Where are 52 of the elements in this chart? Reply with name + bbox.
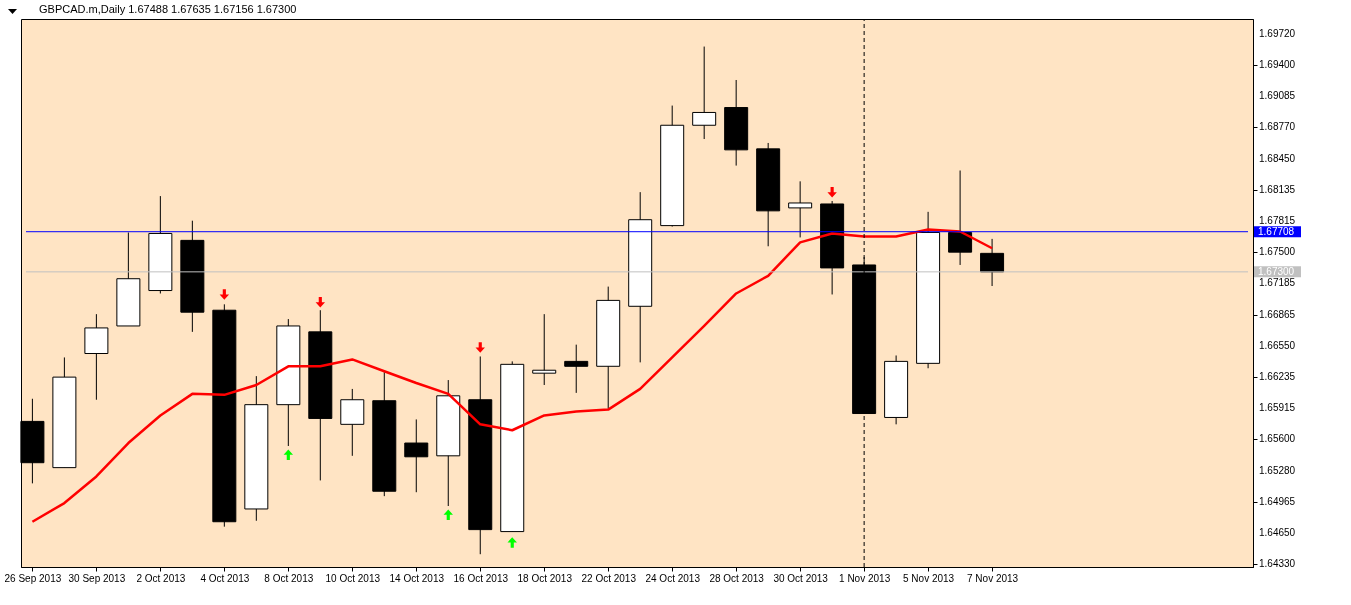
x-tick-label: 5 Nov 2013 [903, 572, 955, 584]
candlestick [948, 170, 973, 266]
x-tick-label: 10 Oct 2013 [325, 572, 381, 584]
y-tick-label: 1.69720 [1259, 27, 1296, 39]
candlestick [564, 344, 589, 394]
y-tick-label: 1.66235 [1259, 370, 1296, 382]
x-tick-label: 4 Oct 2013 [200, 572, 250, 584]
point [475, 342, 485, 353]
point [507, 537, 517, 548]
y-tick-label: 1.64650 [1259, 526, 1296, 538]
candlestick [788, 180, 813, 238]
candlestick [980, 238, 1005, 287]
point [315, 297, 326, 308]
chart-title: GBPCAD.m,Daily 1.67488 1.67635 1.67156 1.67300 [39, 2, 297, 15]
y-tick-label: 1.65915 [1259, 402, 1296, 414]
x-tick-label: 24 Oct 2013 [645, 572, 701, 584]
point [827, 186, 837, 198]
candlestick [692, 46, 717, 140]
y-tick-label: 1.69085 [1259, 90, 1296, 102]
x-tick-label: 1 Nov 2013 [839, 572, 891, 584]
point [283, 449, 294, 461]
y-tick-label: 1.69400 [1259, 59, 1296, 71]
y-tick-label: 1.66550 [1259, 339, 1296, 351]
x-tick-label: 28 Oct 2013 [709, 572, 765, 584]
x-tick-label: 7 Nov 2013 [967, 572, 1019, 584]
y-tick-label: 1.65600 [1259, 433, 1296, 445]
y-tick-label: 1.67185 [1259, 277, 1296, 289]
x-tick-label: 30 Sep 2013 [68, 572, 126, 584]
ref-line-label: 1.67708 [1258, 225, 1295, 237]
y-tick-label: 1.64965 [1259, 495, 1296, 507]
x-tick-label: 22 Oct 2013 [581, 572, 637, 584]
y-tick-label: 1.68135 [1259, 183, 1296, 195]
x-tick-label: 18 Oct 2013 [517, 572, 573, 584]
y-tick-label: 1.65280 [1259, 464, 1296, 476]
ref-line-label: 1.67300 [1258, 265, 1295, 277]
x-tick-label: 26 Sep 2013 [4, 572, 62, 584]
y-tick-label: 1.68770 [1259, 121, 1296, 133]
y-tick-label: 1.67500 [1259, 246, 1296, 258]
point [443, 509, 453, 521]
x-tick-label: 2 Oct 2013 [136, 572, 186, 584]
x-tick-label: 16 Oct 2013 [453, 572, 509, 584]
y-tick-label: 1.66865 [1259, 308, 1296, 320]
x-tick-label: 14 Oct 2013 [389, 572, 445, 584]
point [219, 289, 230, 300]
x-tick-label: 8 Oct 2013 [264, 572, 314, 584]
x-tick-label: 30 Oct 2013 [773, 572, 829, 584]
y-tick-label: 1.68450 [1259, 152, 1296, 164]
candlestick [532, 313, 557, 386]
line-series [31, 228, 994, 523]
y-tick-label: 1.67815 [1259, 215, 1296, 227]
y-tick-label: 1.64330 [1259, 558, 1296, 570]
candlestick [404, 418, 429, 493]
